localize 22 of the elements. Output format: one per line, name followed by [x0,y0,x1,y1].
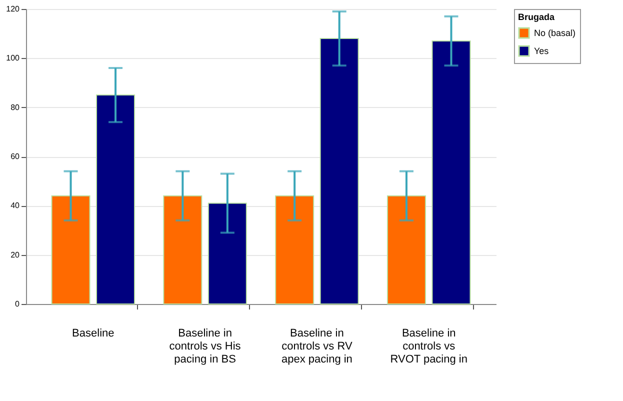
y-tick-label: 40 [10,201,20,210]
legend-label: Yes [534,46,550,56]
x-tick-label: Baseline in controls vs RVOT pacing in [390,328,468,366]
x-tick-label: Baseline in controls vs RV apex pacing in [281,328,353,366]
x-tick-label: Baseline in controls vs His pacing in BS [169,328,242,366]
bar [432,40,471,304]
bar [96,94,136,304]
y-tick-label: 100 [6,54,20,63]
bar [320,38,359,304]
y-tick-label: 120 [6,4,20,14]
bar [208,202,247,304]
y-tick-label: 60 [10,152,20,161]
legend-label: No (basal) [534,28,576,38]
x-tick-label: Baseline [72,328,114,340]
legend-title: Brugada [518,12,556,22]
y-tick-label: 0 [15,300,20,308]
bar [275,195,314,304]
bar [51,195,90,304]
bar [163,195,202,304]
bar [386,195,426,304]
y-tick-label: 80 [10,102,20,112]
y-tick-label: 20 [10,250,20,260]
